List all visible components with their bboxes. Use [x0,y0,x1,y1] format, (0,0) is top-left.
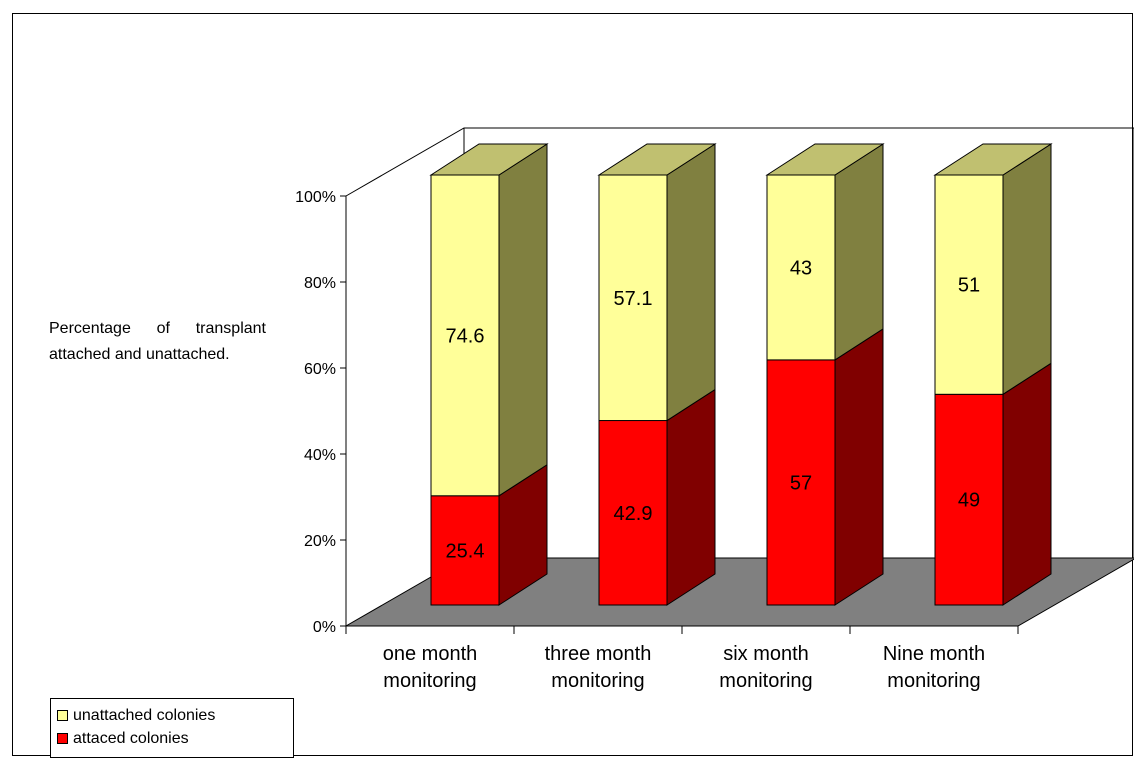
y-tick-label: 40% [304,447,336,464]
x-category-label-line: three month [544,643,652,665]
y-tick-label: 60% [304,361,336,378]
bar-attached [766,359,836,606]
bar-unattached [766,174,836,361]
legend-swatch-attached [57,733,68,744]
x-category-label-line: monitoring [551,670,645,692]
data-label-unattached: 74.6 [446,325,485,347]
bar-top-face [597,143,717,176]
data-label-unattached: 43 [790,257,812,279]
bar-top-face [933,143,1053,176]
x-category-label-line: monitoring [719,670,813,692]
data-label-attached: 49 [958,490,980,512]
bar-unattached [934,174,1004,395]
data-label-unattached: 51 [958,275,980,297]
legend-label-unattached: unattached colonies [73,706,216,724]
legend-item-attached: attaced colonies [57,727,293,750]
legend-item-unattached: unattached colonies [57,704,293,727]
x-category-label: six month monitoring [682,641,850,695]
bar-attached-side [1002,362,1052,606]
legend-label-attached: attaced colonies [73,729,189,747]
x-category-label: Nine month monitoring [850,641,1018,695]
x-category-label: three month monitoring [514,641,682,695]
bar-attached [598,420,668,606]
chart-frame: 0% 20% 40% 60% 80% 100% 25.4 74.6 42.9 57.1 57 43 49… [12,13,1134,758]
y-tick-label: 100% [295,189,336,206]
bar-unattached-side [666,143,716,422]
bar-unattached [430,174,500,497]
chart-plot: 0% 20% 40% 60% 80% 100% 25.4 74.6 42.9 57.1 57 43 49… [295,127,1134,636]
x-category-label-line: one month [382,643,478,665]
x-category-label-line: monitoring [887,670,981,692]
y-tick-label: 20% [304,533,336,550]
y-axis-label: Percentage of transplant attached and un… [49,320,266,363]
bar-attached [430,495,500,606]
bar-unattached-side [834,143,884,361]
bar-unattached-side [1002,143,1052,396]
bar-top-face [429,143,549,176]
legend: unattached colonies attaced colonies [50,698,294,758]
data-label-attached: 25.4 [446,540,485,562]
bar-attached-side [834,327,884,606]
data-label-unattached: 57.1 [614,288,653,310]
x-category-label-line: Nine month [882,643,986,665]
legend-swatch-unattached [57,710,68,721]
bar-unattached-side [498,143,548,497]
data-label-attached: 42.9 [614,503,653,525]
x-category-label: one month monitoring [346,641,514,695]
x-category-label-line: monitoring [383,670,477,692]
bar-attached-side [666,388,716,606]
x-category-label-line: six month [723,643,809,665]
data-label-attached: 57 [790,472,812,494]
y-tick-label: 0% [313,619,336,636]
y-tick-label: 80% [304,275,336,292]
bar-top-face [765,143,885,176]
bar-attached [934,393,1004,606]
